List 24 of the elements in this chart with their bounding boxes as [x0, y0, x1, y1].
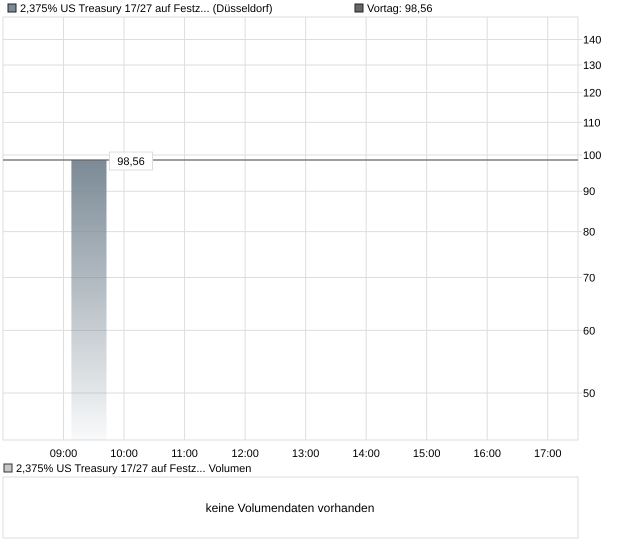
- y-tick-label: 50: [583, 388, 596, 400]
- y-tick-label: 60: [583, 325, 596, 338]
- data-label: 98,56: [117, 156, 145, 168]
- y-tick-label: 90: [583, 186, 596, 198]
- x-tick-label: 15:00: [412, 448, 440, 460]
- y-tick-label: 70: [583, 272, 596, 284]
- y-tick-label: 110: [583, 117, 601, 130]
- text: 2,375% US Treasury 17/27 auf Festz... Volumen: [16, 463, 252, 475]
- x-tick-label: 12:00: [231, 448, 259, 460]
- y-tick-label: 140: [583, 34, 602, 47]
- y-tick-label: 130: [583, 60, 602, 72]
- x-tick-label: 17:00: [534, 448, 562, 460]
- y-tick-label: 80: [583, 226, 596, 239]
- text: keine Volumendaten vorhanden: [206, 501, 374, 515]
- y-tick-label: 120: [583, 87, 602, 100]
- x-tick-label: 13:00: [292, 448, 320, 460]
- legend-label: Vortag: 98,56: [367, 3, 432, 15]
- x-tick-label: 10:00: [110, 448, 138, 460]
- legend-label: 2,375% US Treasury 17/27 auf Festz... (Düsseldorf): [20, 3, 273, 15]
- x-tick-label: 14:00: [352, 448, 380, 460]
- y-tick-label: 100: [583, 150, 602, 162]
- x-tick-label: 09:00: [50, 448, 78, 460]
- x-tick-label: 11:00: [171, 448, 198, 460]
- x-tick-label: 16:00: [473, 448, 501, 460]
